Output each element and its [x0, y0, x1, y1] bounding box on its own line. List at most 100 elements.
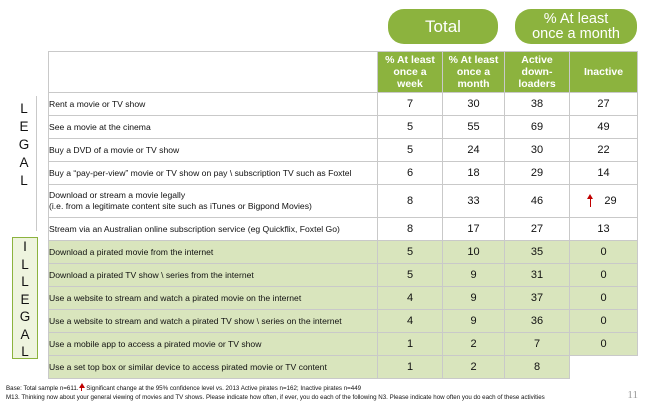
value-week: 4: [377, 286, 443, 310]
month-header-line2: once a month: [532, 25, 620, 42]
value-month: 17: [442, 217, 505, 241]
row-label: Buy a “pay-per-view” movie or TV show on…: [48, 161, 378, 185]
value-inactive: 13: [569, 217, 638, 241]
value-month: 55: [442, 115, 505, 139]
month-header-pill: % At least once a month: [515, 9, 637, 44]
row-label: Download or stream a movie legally (i.e.…: [48, 184, 378, 218]
value-month: 30: [442, 92, 505, 116]
value-week: 5: [377, 263, 443, 287]
total-header-label: Total: [425, 16, 461, 36]
col-week-line3: week: [397, 78, 423, 90]
value-active: 46: [504, 184, 570, 218]
row-label: See a movie at the cinema: [48, 115, 378, 139]
value-week: 8: [377, 217, 443, 241]
value-week: 5: [377, 115, 443, 139]
activity-table: % At least once a week % At least once a…: [48, 51, 638, 379]
row-label: Download a pirated TV show \ series from…: [48, 263, 378, 287]
value-inactive: 22: [569, 138, 638, 162]
value-inactive: 27: [569, 92, 638, 116]
value-active: 37: [504, 286, 570, 310]
value-inactive: 29: [569, 184, 638, 218]
month-header-line1: % At least: [543, 10, 609, 27]
value-active: 38: [504, 92, 570, 116]
side-letter: A: [19, 155, 29, 170]
table-row: Rent a movie or TV show 7 30 38 27: [48, 92, 638, 116]
side-letter: E: [20, 291, 30, 307]
side-letter: I: [23, 239, 27, 254]
side-letter: L: [21, 274, 29, 289]
row-label: Stream via an Australian online subscrip…: [48, 217, 378, 241]
header-blank-cell: [48, 51, 378, 93]
value-inactive: 49: [569, 115, 638, 139]
row-label: Rent a movie or TV show: [48, 92, 378, 116]
value-inactive: 14: [569, 161, 638, 185]
value-active: 30: [504, 138, 570, 162]
value-month: 10: [442, 240, 505, 264]
month-header-label: % At least once a month: [532, 10, 620, 42]
row-label-line2: (i.e. from a legitimate content site suc…: [49, 201, 312, 211]
side-letter: L: [20, 173, 28, 188]
value-week: 8: [377, 184, 443, 218]
table-row: Download a pirated movie from the intern…: [48, 240, 638, 264]
table-row: Download a pirated TV show \ series from…: [48, 263, 638, 287]
table-row: Use a mobile app to access a pirated mov…: [48, 332, 638, 356]
value-inactive: 0: [569, 263, 638, 287]
value-active: 35: [504, 240, 570, 264]
value-active: 36: [504, 309, 570, 333]
value-active: 8: [504, 355, 570, 379]
footer-question-note: M13. Thinking now about your general vie…: [6, 394, 545, 401]
footer-base-note: Base: Total sample n=611. Significant ch…: [6, 383, 361, 392]
col-month-line1: % At least: [448, 54, 499, 66]
column-header-active: Active down- loaders: [504, 51, 570, 93]
legal-side-divider: [12, 96, 37, 231]
row-label: Use a set top box or similar device to a…: [48, 355, 378, 379]
side-letter: A: [20, 326, 30, 342]
table-row: Use a website to stream and watch a pira…: [48, 286, 638, 310]
col-month-line2: once a: [456, 66, 491, 78]
value-active: 69: [504, 115, 570, 139]
table-header-row: % At least once a week % At least once a…: [48, 51, 638, 93]
value-week: 5: [377, 138, 443, 162]
value-active: 29: [504, 161, 570, 185]
value-inactive: 0: [569, 286, 638, 310]
row-label: Download a pirated movie from the intern…: [48, 240, 378, 264]
row-label: Use a website to stream and watch a pira…: [48, 309, 378, 333]
side-letter: E: [19, 119, 29, 134]
column-header-month: % At least once a month: [442, 51, 505, 93]
col-inactive-line1: Inactive: [583, 66, 624, 78]
table-row: Stream via an Australian online subscrip…: [48, 217, 638, 241]
illegal-side-label: I L L E G A L: [12, 237, 38, 359]
row-label-line1: Download or stream a movie legally: [49, 190, 186, 200]
value-inactive: [569, 355, 638, 379]
footer-significance-text: Significant change at the 95% confidence…: [84, 385, 362, 392]
value-week: 6: [377, 161, 443, 185]
table-row: Buy a “pay-per-view” movie or TV show on…: [48, 161, 638, 185]
value-inactive: 0: [569, 332, 638, 356]
value-week: 4: [377, 309, 443, 333]
side-letter: G: [18, 137, 30, 152]
value-month: 18: [442, 161, 505, 185]
value-month: 2: [442, 332, 505, 356]
col-week-line1: % At least: [385, 54, 435, 66]
value-inactive: 0: [569, 240, 638, 264]
side-letter: L: [21, 256, 29, 272]
value-week: 5: [377, 240, 443, 264]
row-label: Use a website to stream and watch a pira…: [48, 286, 378, 310]
row-label: Use a mobile app to access a pirated mov…: [48, 332, 378, 356]
col-active-line2: down-: [521, 66, 553, 78]
up-arrow-icon: [587, 194, 593, 207]
value-week: 7: [377, 92, 443, 116]
value-week: 1: [377, 332, 443, 356]
col-active-line3: loaders: [518, 78, 556, 90]
column-header-inactive: Inactive: [569, 51, 638, 93]
value-inactive: 0: [569, 309, 638, 333]
value-month: 2: [442, 355, 505, 379]
side-letter: G: [19, 309, 31, 324]
side-letter: L: [20, 101, 28, 116]
value-active: 7: [504, 332, 570, 356]
value-month: 33: [442, 184, 505, 218]
table-row: Download or stream a movie legally (i.e.…: [48, 184, 638, 218]
col-week-line2: once a: [393, 66, 427, 78]
value-month: 24: [442, 138, 505, 162]
value-week: 1: [377, 355, 443, 379]
